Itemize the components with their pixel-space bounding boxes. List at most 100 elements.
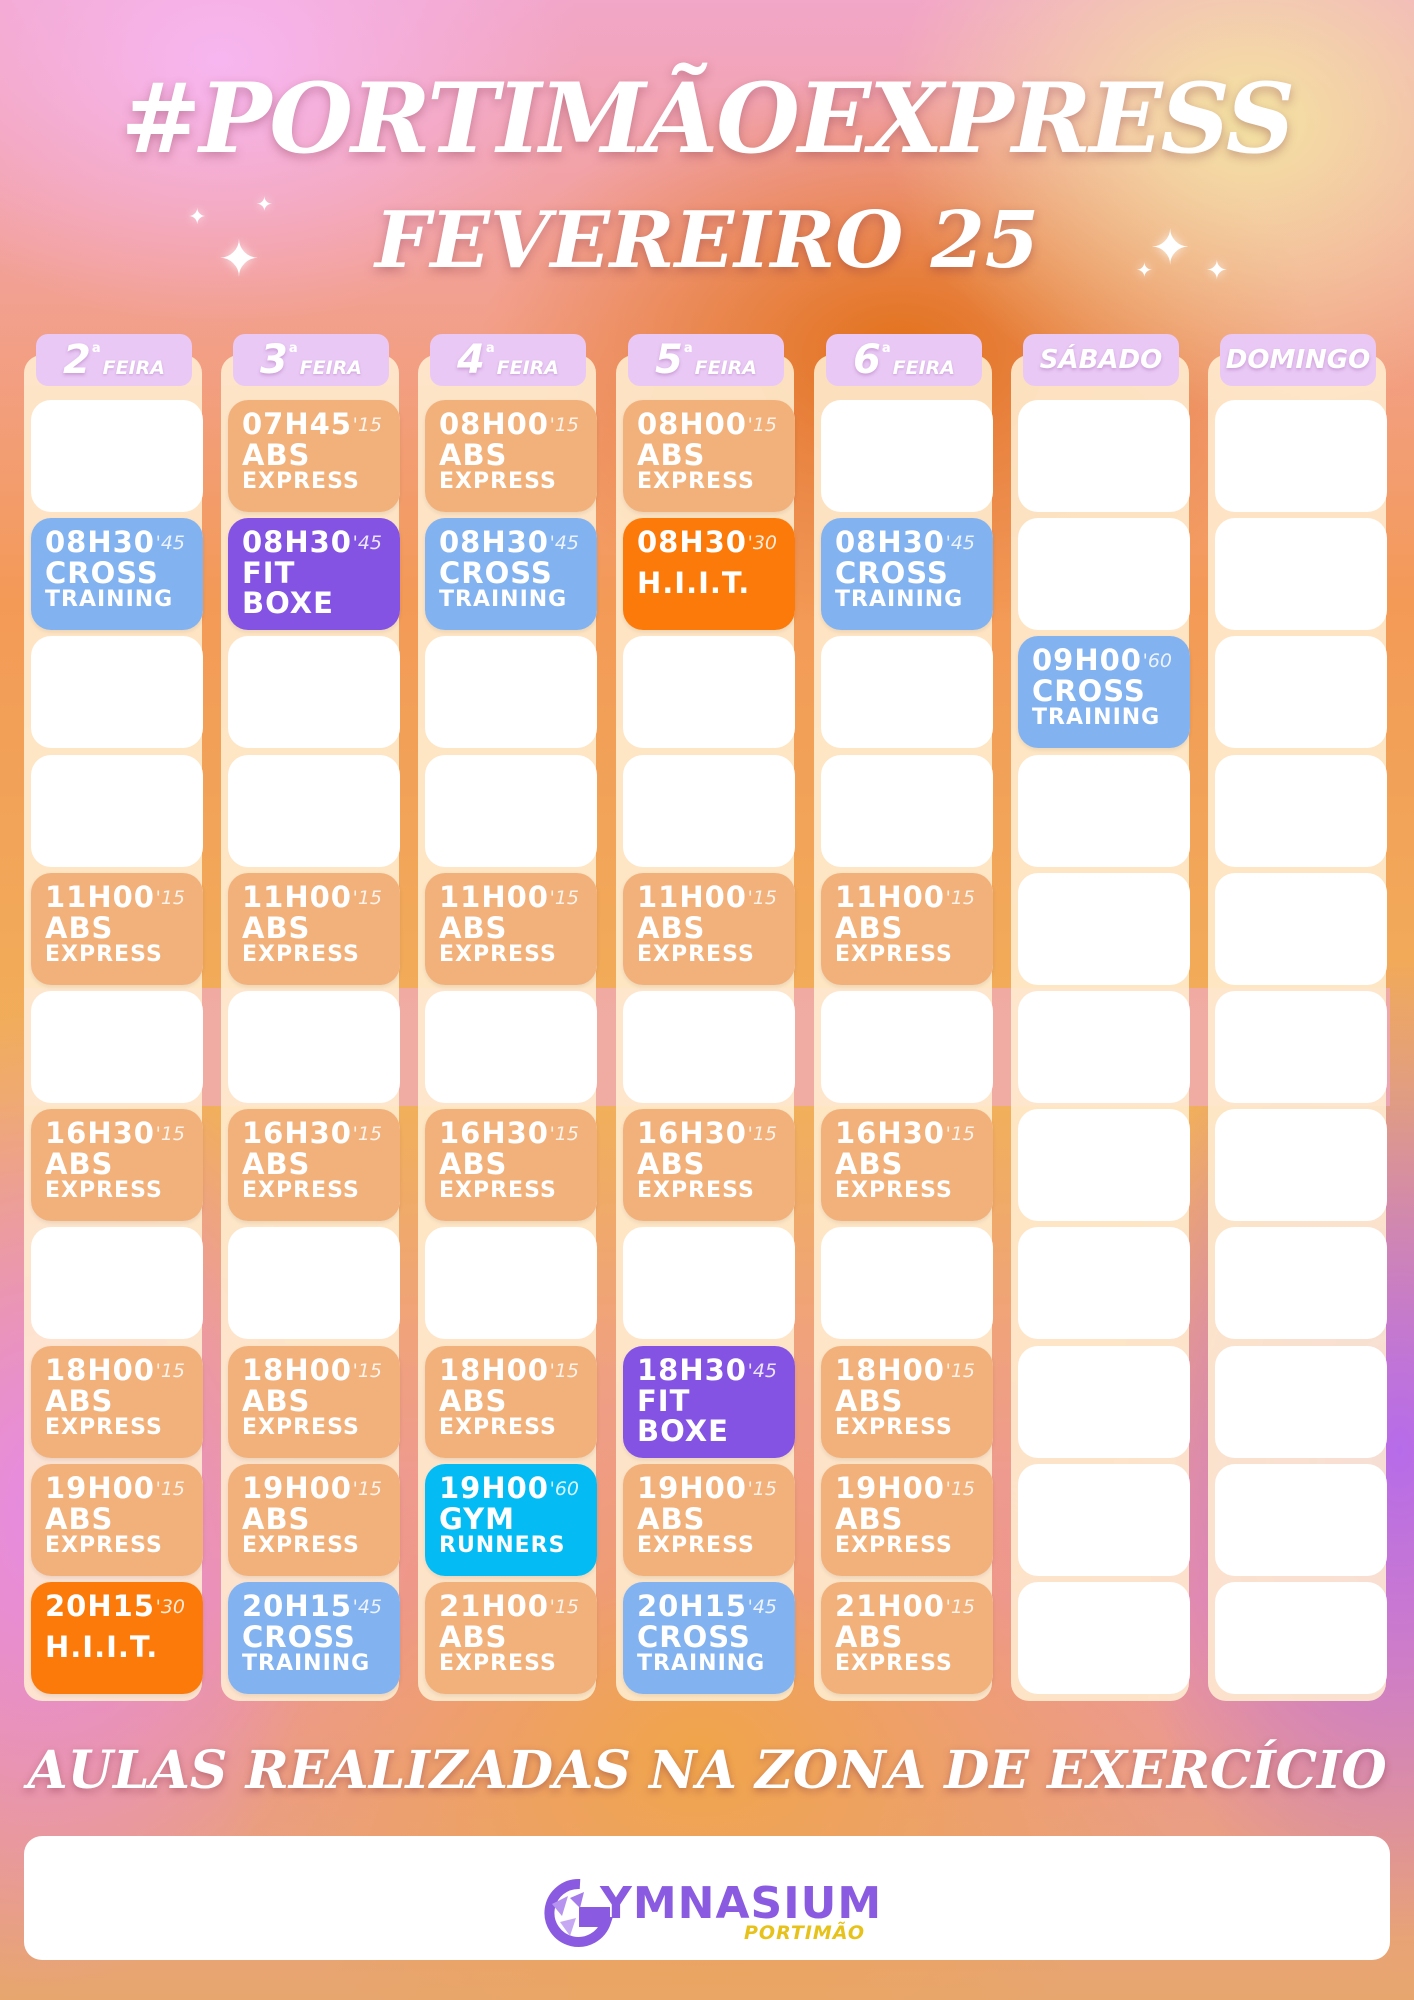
class-subtitle: EXPRESS: [835, 942, 953, 967]
class-block: 18H00'15 ABS EXPRESS: [31, 1346, 203, 1458]
empty-slot: [1018, 991, 1190, 1103]
class-name: ABS: [637, 1502, 706, 1536]
class-time: 08H30: [637, 525, 747, 559]
class-block: 21H00'15 ABS EXPRESS: [425, 1582, 597, 1694]
footer-tagline: AULAS REALIZADAS NA ZONA DE EXERCÍCIO: [27, 1740, 1387, 1801]
empty-slot: [1215, 400, 1387, 512]
class-duration: '15: [747, 1478, 777, 1500]
day-header-feira: FEIRA: [496, 357, 559, 379]
class-duration: '45: [155, 532, 185, 554]
day-header-sup: a: [288, 340, 298, 356]
day-header-num: 4: [457, 337, 485, 383]
class-time: 07H45: [242, 407, 352, 441]
class-block: 18H00'15 ABS EXPRESS: [228, 1346, 400, 1458]
logo-city: PORTIMÃO: [744, 1922, 866, 1944]
sparkle-icon: ✦: [1150, 220, 1191, 276]
class-duration: '15: [945, 1596, 975, 1618]
class-duration: '15: [747, 887, 777, 909]
class-name: ABS: [439, 1384, 508, 1418]
class-block: 20H15'45 CROSS TRAINING: [228, 1582, 400, 1694]
empty-slot: [425, 755, 597, 867]
day-header-sup: a: [683, 340, 693, 356]
day-header-feira: FEIRA: [102, 357, 165, 379]
empty-slot: [821, 1227, 993, 1339]
empty-slot: [623, 636, 795, 748]
class-time: 16H30: [45, 1116, 155, 1150]
page-subtitle: FEVEREIRO 25: [374, 195, 1040, 286]
empty-slot: [1215, 518, 1387, 630]
class-subtitle: EXPRESS: [439, 1178, 557, 1203]
class-name: CROSS: [1032, 674, 1146, 708]
class-duration: '45: [549, 532, 579, 554]
class-time: 21H00: [439, 1589, 549, 1623]
class-duration: '15: [352, 1478, 382, 1500]
class-subtitle: EXPRESS: [637, 1533, 755, 1558]
class-name: H.I.I.T.: [637, 566, 751, 600]
class-subtitle: EXPRESS: [835, 1651, 953, 1676]
class-block: 18H00'15 ABS EXPRESS: [425, 1346, 597, 1458]
sparkle-icon: ✦: [218, 230, 260, 288]
class-duration: '30: [155, 1596, 185, 1618]
class-subtitle: TRAINING: [637, 1651, 766, 1676]
empty-slot: [1215, 1227, 1387, 1339]
class-block: 07H45'15 ABS EXPRESS: [228, 400, 400, 512]
class-block: 08H00'15 ABS EXPRESS: [623, 400, 795, 512]
logo-wordmark: YMNASIUM: [600, 1878, 883, 1929]
empty-slot: [623, 1227, 795, 1339]
class-duration: '15: [945, 1478, 975, 1500]
empty-slot: [1215, 991, 1387, 1103]
class-time: 18H00: [439, 1353, 549, 1387]
class-name: ABS: [835, 1384, 904, 1418]
class-block: 20H15'45 CROSS TRAINING: [623, 1582, 795, 1694]
class-name: CROSS: [637, 1620, 751, 1654]
day-header-label: DOMINGO: [1225, 345, 1371, 375]
empty-slot: [821, 636, 993, 748]
class-name: CROSS: [835, 556, 949, 590]
sparkle-icon: ✦: [188, 205, 207, 230]
class-name: ABS: [242, 1147, 311, 1181]
class-name: CROSS: [439, 556, 553, 590]
class-block: 19H00'15 ABS EXPRESS: [821, 1464, 993, 1576]
class-time: 20H15: [242, 1589, 352, 1623]
class-subtitle: TRAINING: [242, 1651, 371, 1676]
class-block: 16H30'15 ABS EXPRESS: [821, 1109, 993, 1221]
class-block: 19H00'15 ABS EXPRESS: [31, 1464, 203, 1576]
empty-slot: [1215, 873, 1387, 985]
class-block: 16H30'15 ABS EXPRESS: [623, 1109, 795, 1221]
empty-slot: [1018, 518, 1190, 630]
class-duration: '15: [549, 1360, 579, 1382]
class-subtitle: BOXE: [637, 1414, 729, 1448]
class-block: 09H00'60 CROSS TRAINING: [1018, 636, 1190, 748]
class-block: 11H00'15 ABS EXPRESS: [31, 873, 203, 985]
class-time: 16H30: [835, 1116, 945, 1150]
class-duration: '15: [155, 887, 185, 909]
class-duration: '15: [945, 887, 975, 909]
day-header: 5 a FEIRA: [628, 334, 784, 386]
class-subtitle: EXPRESS: [637, 1178, 755, 1203]
empty-slot: [623, 991, 795, 1103]
empty-slot: [31, 400, 203, 512]
class-time: 18H00: [45, 1353, 155, 1387]
class-block: 19H00'15 ABS EXPRESS: [623, 1464, 795, 1576]
class-duration: '15: [549, 887, 579, 909]
class-name: ABS: [439, 1620, 508, 1654]
class-duration: '15: [155, 1360, 185, 1382]
class-duration: '15: [549, 414, 579, 436]
class-subtitle: EXPRESS: [439, 1651, 557, 1676]
class-block: 18H30'45 FIT BOXE: [623, 1346, 795, 1458]
empty-slot: [228, 991, 400, 1103]
class-name: ABS: [835, 1147, 904, 1181]
class-duration: '45: [352, 1596, 382, 1618]
class-name: ABS: [242, 1384, 311, 1418]
class-subtitle: BOXE: [242, 586, 334, 620]
class-subtitle: EXPRESS: [242, 1533, 360, 1558]
class-name: ABS: [242, 1502, 311, 1536]
day-header-num: 2: [63, 337, 91, 383]
empty-slot: [425, 636, 597, 748]
day-header-sup: a: [485, 340, 495, 356]
empty-slot: [228, 1227, 400, 1339]
class-duration: '45: [352, 532, 382, 554]
class-block: 16H30'15 ABS EXPRESS: [228, 1109, 400, 1221]
empty-slot: [1018, 400, 1190, 512]
class-time: 11H00: [835, 880, 945, 914]
